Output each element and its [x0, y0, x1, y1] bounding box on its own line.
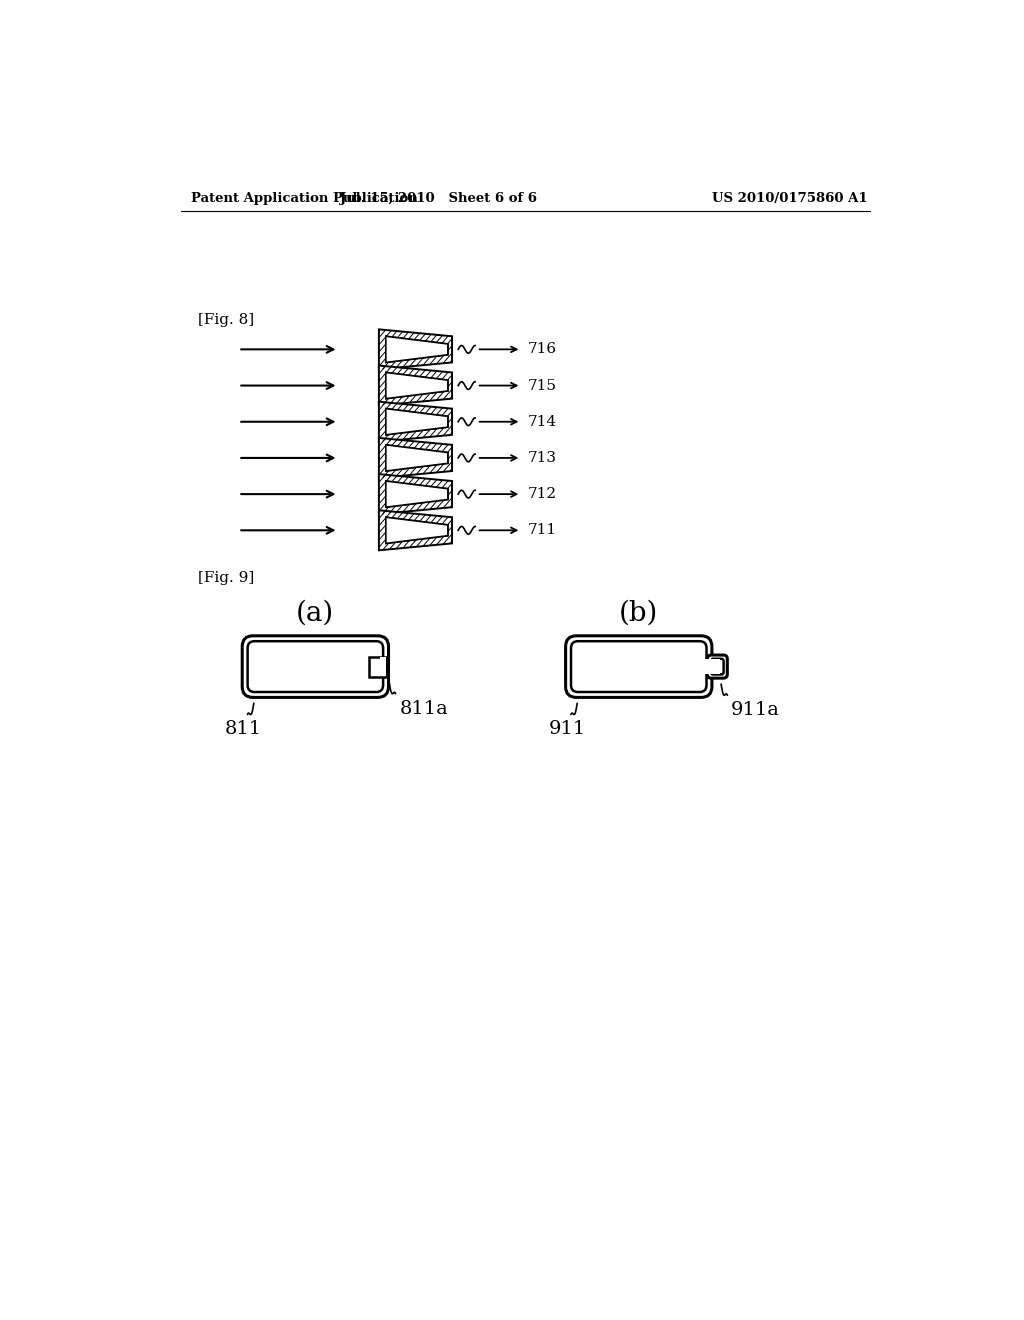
FancyBboxPatch shape: [243, 636, 388, 697]
Text: 713: 713: [527, 451, 556, 465]
Text: 911: 911: [549, 721, 586, 738]
Polygon shape: [379, 401, 452, 442]
Polygon shape: [386, 409, 447, 434]
Polygon shape: [386, 337, 447, 363]
Polygon shape: [386, 372, 447, 399]
Polygon shape: [386, 480, 447, 507]
Polygon shape: [379, 366, 452, 405]
Text: (a): (a): [296, 599, 335, 626]
Polygon shape: [386, 409, 447, 434]
Text: 811a: 811a: [399, 700, 449, 718]
Polygon shape: [379, 511, 452, 550]
FancyBboxPatch shape: [708, 655, 727, 678]
Polygon shape: [386, 480, 447, 507]
Text: [Fig. 9]: [Fig. 9]: [199, 572, 255, 585]
FancyBboxPatch shape: [565, 636, 712, 697]
FancyBboxPatch shape: [248, 642, 383, 692]
Text: 811: 811: [225, 721, 262, 738]
Polygon shape: [386, 372, 447, 399]
Bar: [380, 657, 386, 676]
Polygon shape: [379, 330, 452, 370]
Polygon shape: [386, 337, 447, 363]
Text: 712: 712: [527, 487, 557, 502]
Text: 716: 716: [527, 342, 557, 356]
FancyBboxPatch shape: [571, 642, 707, 692]
Text: 911a: 911a: [731, 701, 780, 719]
Bar: [370, 656, 386, 677]
Text: [Fig. 8]: [Fig. 8]: [199, 313, 254, 327]
Polygon shape: [386, 445, 447, 471]
Polygon shape: [386, 517, 447, 544]
Polygon shape: [379, 438, 452, 478]
Text: 715: 715: [527, 379, 556, 392]
Bar: [705, 660, 714, 673]
Text: Patent Application Publication: Patent Application Publication: [190, 191, 418, 205]
Text: Jul. 15, 2010   Sheet 6 of 6: Jul. 15, 2010 Sheet 6 of 6: [340, 191, 537, 205]
Text: 711: 711: [527, 523, 557, 537]
Bar: [705, 659, 720, 675]
Text: 714: 714: [527, 414, 557, 429]
Text: (b): (b): [620, 599, 658, 626]
Polygon shape: [386, 517, 447, 544]
Text: US 2010/0175860 A1: US 2010/0175860 A1: [712, 191, 867, 205]
Polygon shape: [386, 445, 447, 471]
FancyBboxPatch shape: [711, 659, 724, 675]
Polygon shape: [379, 474, 452, 515]
